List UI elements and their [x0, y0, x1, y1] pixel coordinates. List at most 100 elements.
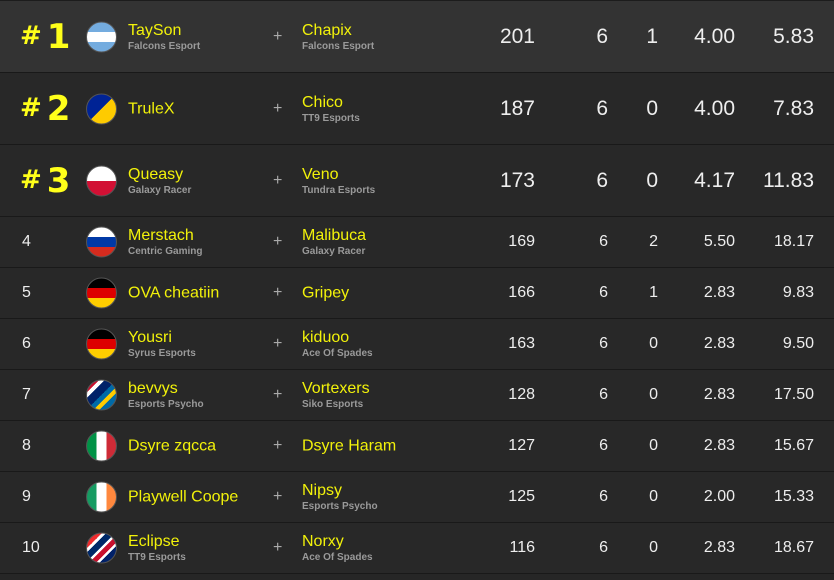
table-row[interactable]: 6 Yousri Syrus Esports + kiduoo Ace Of S… — [0, 319, 834, 370]
partner-name[interactable]: Dsyre Haram — [302, 437, 397, 455]
table-row[interactable]: 10 Eclipse TT9 Esports + Norxy Ace Of Sp… — [0, 523, 834, 574]
table-row[interactable]: #3 Queasy Galaxy Racer + Veno Tundra Esp… — [0, 145, 834, 217]
partner-name[interactable]: Norxy — [302, 533, 344, 550]
played: 6 — [596, 96, 608, 120]
player[interactable]: Eclipse TT9 Esports — [128, 532, 186, 564]
points: 169 — [508, 233, 535, 250]
uk-sweden-flag-icon — [86, 379, 117, 411]
partner[interactable]: Chico TT9 Esports — [302, 93, 360, 125]
player-team: Esports Psycho — [128, 399, 204, 410]
score: 15.67 — [773, 437, 814, 454]
player-name[interactable]: Playwell Coope — [128, 488, 239, 506]
table-row[interactable]: 5 OVA cheatiin + Gripey 166 6 1 2.83 9.8… — [0, 268, 834, 319]
player-name[interactable]: Eclipse — [128, 533, 180, 550]
score: 9.50 — [782, 335, 814, 352]
partner-team: Falcons Esport — [302, 40, 375, 52]
rank: 4 — [22, 233, 31, 250]
wins: 0 — [649, 437, 658, 454]
partner[interactable]: Dsyre Haram — [302, 437, 396, 456]
player-name[interactable]: Dsyre zqcca — [128, 437, 217, 455]
player[interactable]: Playwell Coope — [128, 488, 238, 507]
partner[interactable]: Malibuca Galaxy Racer — [302, 226, 366, 258]
table-row[interactable]: 4 Merstach Centric Gaming + Malibuca Gal… — [0, 217, 834, 268]
partner[interactable]: kiduoo Ace Of Spades — [302, 328, 373, 360]
rank-number: 1 — [46, 16, 72, 57]
points: 125 — [508, 488, 535, 505]
played: 6 — [599, 488, 608, 505]
partner-name[interactable]: Chico — [302, 93, 343, 111]
wins: 1 — [649, 284, 658, 301]
rank: 7 — [22, 386, 31, 403]
argentina-flag-icon — [86, 21, 117, 52]
rank: 5 — [22, 284, 31, 301]
player-name[interactable]: Merstach — [128, 227, 194, 244]
table-row[interactable]: 7 bevvys Esports Psycho + Vortexers Siko… — [0, 370, 834, 421]
partner-name[interactable]: Gripey — [302, 284, 350, 302]
table-row[interactable]: 8 Dsyre zqcca + Dsyre Haram 127 6 0 2.83… — [0, 421, 834, 472]
partner-name[interactable]: Vortexers — [302, 380, 370, 397]
played: 6 — [599, 386, 608, 403]
score: 5.83 — [773, 24, 814, 48]
partner[interactable]: Nipsy Esports Psycho — [302, 481, 378, 513]
player[interactable]: OVA cheatiin — [128, 284, 219, 303]
partner-name[interactable]: Malibuca — [302, 227, 367, 244]
player[interactable]: Yousri Syrus Esports — [128, 328, 196, 360]
partner-name[interactable]: Nipsy — [302, 482, 343, 499]
partner[interactable]: Veno Tundra Esports — [302, 165, 375, 197]
player-name[interactable]: TaySon — [128, 21, 182, 39]
player-team: TT9 Esports — [128, 552, 186, 563]
player-name[interactable]: TruleX — [128, 100, 175, 117]
partner-team: Esports Psycho — [302, 501, 378, 512]
average: 4.17 — [694, 168, 735, 192]
wins: 0 — [646, 96, 658, 120]
player[interactable]: TruleX — [128, 99, 175, 118]
played: 6 — [599, 335, 608, 352]
partner-team: Tundra Esports — [302, 184, 376, 196]
player-name[interactable]: OVA cheatiin — [128, 284, 220, 302]
player[interactable]: bevvys Esports Psycho — [128, 379, 204, 411]
partner-name[interactable]: kiduoo — [302, 329, 350, 346]
wins: 1 — [646, 24, 658, 48]
partner[interactable]: Norxy Ace Of Spades — [302, 532, 373, 564]
played: 6 — [599, 284, 608, 301]
russia-flag-icon — [86, 226, 117, 258]
plus-icon: + — [273, 233, 283, 250]
player-name[interactable]: Yousri — [128, 329, 172, 346]
partner[interactable]: Vortexers Siko Esports — [302, 379, 370, 411]
average: 2.83 — [703, 539, 735, 556]
player-team: Falcons Esport — [128, 40, 201, 52]
points: 163 — [508, 335, 535, 352]
table-row[interactable]: 9 Playwell Coope + Nipsy Esports Psycho … — [0, 472, 834, 523]
rank: 9 — [22, 488, 31, 505]
plus-icon: + — [273, 437, 283, 454]
rank: 8 — [22, 437, 31, 454]
partner-name[interactable]: Veno — [302, 165, 339, 183]
player[interactable]: Queasy Galaxy Racer — [128, 165, 191, 197]
germany-flag-icon — [86, 277, 117, 309]
average: 4.00 — [694, 96, 735, 120]
played: 6 — [599, 539, 608, 556]
partner[interactable]: Gripey — [302, 284, 349, 303]
partner-name[interactable]: Chapix — [302, 21, 352, 39]
player-name[interactable]: Queasy — [128, 165, 184, 183]
player[interactable]: Dsyre zqcca — [128, 437, 216, 456]
average: 2.83 — [703, 386, 735, 403]
partner[interactable]: Chapix Falcons Esport — [302, 21, 374, 53]
wins: 0 — [649, 386, 658, 403]
table-row[interactable]: #1 TaySon Falcons Esport + Chapix Falcon… — [0, 1, 834, 73]
plus-icon: + — [273, 488, 283, 505]
rank: #3 — [20, 161, 71, 201]
player[interactable]: TaySon Falcons Esport — [128, 21, 200, 53]
table-row[interactable]: #2 TruleX + Chico TT9 Esports 187 6 0 4.… — [0, 73, 834, 145]
player-team: Galaxy Racer — [128, 184, 192, 196]
plus-icon: + — [273, 539, 283, 556]
played: 6 — [596, 168, 608, 192]
points: 127 — [508, 437, 535, 454]
player[interactable]: Merstach Centric Gaming — [128, 226, 202, 258]
average: 2.83 — [703, 284, 735, 301]
score: 18.67 — [773, 539, 814, 556]
germany-flag-icon — [86, 328, 117, 360]
average: 2.83 — [703, 335, 735, 352]
player-name[interactable]: bevvys — [128, 380, 178, 397]
